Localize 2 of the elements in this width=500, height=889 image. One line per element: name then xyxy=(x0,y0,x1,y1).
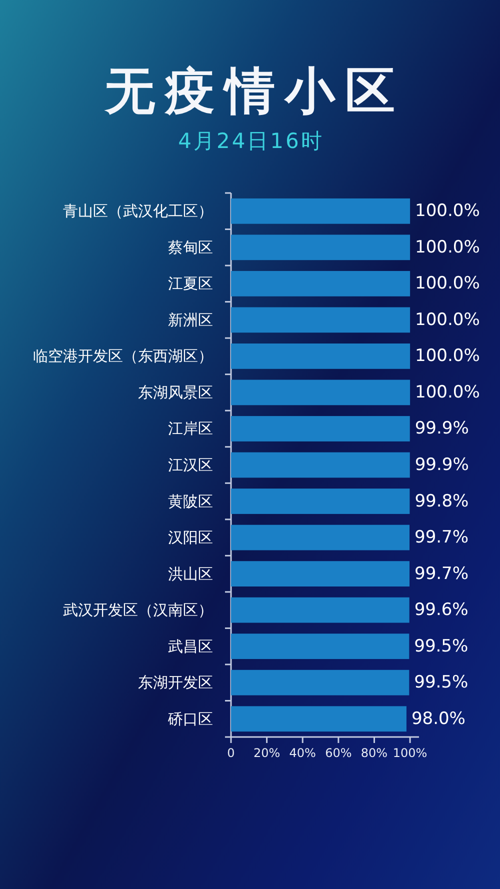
title: 无疫情小区 xyxy=(105,62,405,120)
subtitle: 4月24日16时 xyxy=(178,129,324,153)
